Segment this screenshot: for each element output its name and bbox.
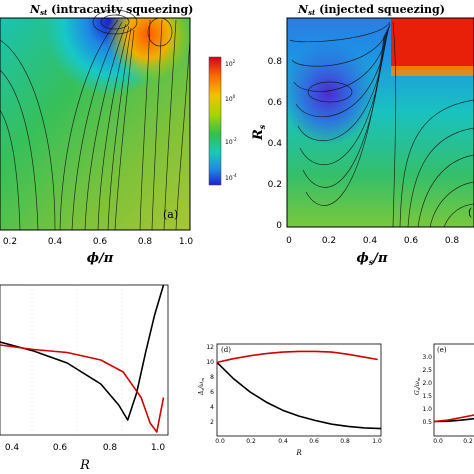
panel-a-xtick: 1.0 (179, 237, 194, 247)
panel-a-xtick: 0.8 (138, 237, 153, 247)
panel-e-ytick: 2.5 (422, 367, 432, 374)
panel-c-series-1-line (0, 344, 165, 433)
panel-b-ytick: 0.6 (268, 98, 283, 108)
panel-d-xtick: 0.6 (309, 438, 319, 445)
panel-a-xtick: 0.6 (93, 237, 108, 247)
colorbar: 102 100 10-2 10-4 (208, 56, 237, 186)
panel-d-xticks: 0.0 0.2 0.4 0.6 0.8 1.0 (215, 438, 382, 445)
panel-a-title: Nst (intracavity squeezing) (29, 3, 193, 17)
panel-e-xtick: 0.0 (433, 438, 443, 445)
panel-d-xlabel: R (295, 449, 302, 457)
panel-b-ytick: 0.2 (268, 180, 282, 190)
panel-e-lines (433, 414, 474, 423)
panel-d-label: (d) (221, 346, 231, 354)
panel-e-ytick: 1.5 (422, 393, 432, 400)
panel-e-xtick: 0.2 (463, 438, 473, 445)
panel-b-xtick: 0 (286, 236, 292, 246)
panel-b-yticks: 0.8 0.6 0.4 0.2 0 (268, 57, 283, 231)
panel-b-orange-band (391, 66, 474, 76)
panel-e-yticks: 3.0 2.5 2.0 1.5 1.0 0.5 (422, 354, 432, 426)
panel-d-ytick: 12 (206, 344, 214, 351)
panel-e-ytick: 2.0 (422, 380, 432, 387)
panel-d-xtick: 0.4 (278, 438, 288, 445)
panel-c-xtick: 1.0 (151, 443, 166, 453)
panel-d-ylabel: Δs/ωm (198, 378, 205, 396)
panel-b-xlabel: ϕs/π (356, 251, 388, 267)
colorbar-tick: 10-2 (225, 137, 237, 146)
panel-b-ylabel: Rs (251, 124, 267, 141)
panel-c: 0.4 0.6 0.8 1.0 R (0, 284, 169, 473)
panel-b-label: ( (468, 206, 472, 219)
panel-b-ytick: 0 (276, 221, 282, 231)
panel-a-xlabel: ϕ/π (87, 251, 114, 266)
colorbar-tick: 102 (225, 59, 236, 68)
panel-b-xtick: 0.6 (404, 236, 419, 246)
panel-c-lines (0, 284, 165, 433)
panel-b-xtick: 0.4 (363, 236, 378, 246)
colorbar-bar (208, 56, 222, 186)
panel-d-xtick: 0.0 (215, 438, 225, 445)
panel-a-xticks: 0.2 0.4 0.6 0.8 1.0 (3, 237, 194, 247)
panel-c-series-0-line (0, 284, 165, 421)
panel-d-ytick: 10 (206, 359, 214, 366)
panel-b-ytick: 0.4 (268, 139, 283, 149)
panel-c-xlabel: R (79, 458, 90, 473)
panel-a-label: (a) (163, 208, 178, 221)
panel-a-orange-spot (0, 18, 190, 230)
panel-e-series-1-line (433, 414, 474, 423)
panel-e-ytick: 3.0 (422, 354, 432, 361)
panel-b-red-region (391, 18, 474, 70)
panel-d-ytick: 6 (210, 389, 214, 396)
panel-e-ytick: 0.5 (422, 419, 432, 426)
colorbar-tick: 10-4 (225, 173, 237, 182)
panel-b: Nst (injected squeezing) ( 0.8 0.6 (251, 3, 474, 267)
panel-e-label: (e) (437, 346, 447, 354)
panel-d-series-1-line (216, 350, 378, 364)
panel-a-xtick: 0.2 (3, 237, 17, 247)
panel-e-xticks: 0.0 0.2 (433, 438, 473, 445)
panel-c-frame (0, 284, 169, 436)
panel-b-ytick: 0.8 (268, 57, 283, 67)
panel-c-xticks: 0.4 0.6 0.8 1.0 (5, 443, 166, 453)
panel-c-xtick: 0.4 (5, 443, 20, 453)
panel-d: (d) 12 10 8 6 4 2 Δs/ωm 0.0 0.2 0.4 0.6 … (198, 343, 382, 457)
panel-b-xticks: 0 0.2 0.4 0.6 0.8 (286, 236, 459, 246)
panel-d-ytick: 2 (210, 419, 214, 426)
panel-e-ytick: 1.0 (422, 406, 432, 413)
panel-d-ytick: 8 (210, 374, 214, 381)
panel-a-xtick: 0.4 (48, 237, 63, 247)
colorbar-tick: 100 (225, 94, 236, 103)
panel-b-xtick: 0.8 (445, 236, 460, 246)
panel-d-ytick: 4 (210, 404, 214, 411)
panel-a: Nst (intracavity squeezing) (a) 0.2 (0, 3, 193, 266)
panel-d-xtick: 0.8 (340, 438, 350, 445)
panel-b-xtick: 0.2 (322, 236, 336, 246)
panel-a-contours (0, 9, 191, 231)
panel-e-ylabel: Gs/ωm (414, 377, 421, 395)
panel-d-frame (216, 343, 382, 437)
panel-d-lines (216, 350, 382, 430)
panel-b-title: Nst (injected squeezing) (297, 3, 445, 17)
panel-d-xtick: 0.2 (246, 438, 256, 445)
panel-d-series-0-line (216, 361, 382, 430)
panel-d-xtick: 1.0 (372, 438, 382, 445)
panel-d-yticks: 12 10 8 6 4 2 (206, 344, 214, 426)
panel-c-xtick: 0.8 (103, 443, 118, 453)
panel-e: (e) 3.0 2.5 2.0 1.5 1.0 0.5 Gs/ωm 0.0 0.… (414, 343, 474, 445)
panel-c-xtick: 0.6 (53, 443, 68, 453)
panel-b-contours (289, 21, 474, 228)
